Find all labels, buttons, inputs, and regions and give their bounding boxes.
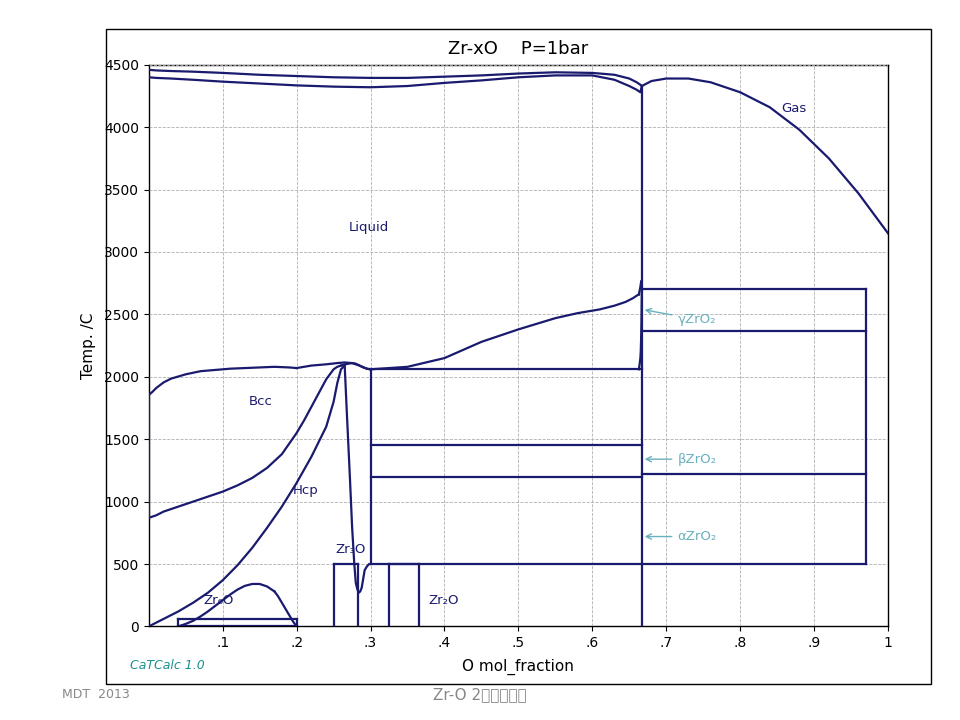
Y-axis label: Temp. /C: Temp. /C	[81, 312, 96, 379]
Text: Hcp: Hcp	[293, 484, 319, 497]
Text: αZrO₂: αZrO₂	[646, 530, 716, 543]
Title: Zr-xO    P=1bar: Zr-xO P=1bar	[448, 40, 588, 58]
Text: Zr₆O: Zr₆O	[204, 594, 234, 607]
Text: βZrO₂: βZrO₂	[646, 453, 716, 466]
Text: MDT  2013: MDT 2013	[62, 688, 131, 701]
Text: CaTCalc 1.0: CaTCalc 1.0	[130, 659, 204, 672]
Text: Liquid: Liquid	[348, 220, 389, 233]
Text: Gas: Gas	[780, 102, 806, 115]
Text: Zr₃O: Zr₃O	[336, 543, 366, 556]
Text: Zr-O 2元系状態図: Zr-O 2元系状態図	[433, 688, 527, 702]
X-axis label: O mol_fraction: O mol_fraction	[463, 659, 574, 675]
Text: Zr₂O: Zr₂O	[428, 594, 459, 607]
Text: Bcc: Bcc	[249, 395, 273, 408]
Text: γZrO₂: γZrO₂	[646, 309, 716, 326]
